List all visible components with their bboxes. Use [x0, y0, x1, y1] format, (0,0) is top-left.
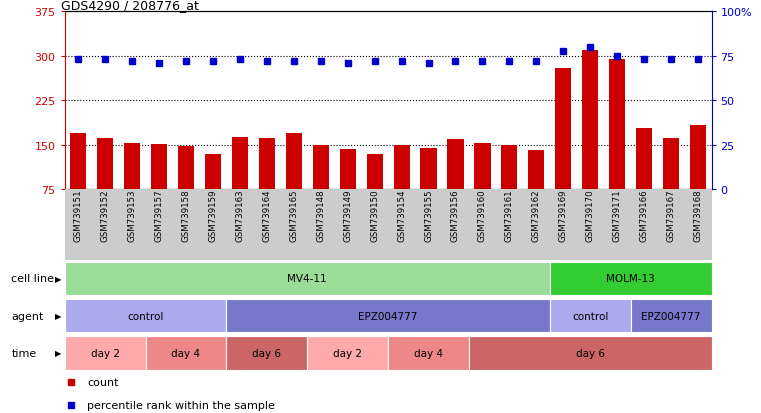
Bar — [663, 138, 679, 190]
Text: GDS4290 / 208776_at: GDS4290 / 208776_at — [62, 0, 199, 12]
Bar — [550, 299, 631, 333]
Bar — [259, 139, 275, 190]
Bar — [393, 146, 409, 190]
Bar — [556, 69, 572, 190]
Text: EPZ004777: EPZ004777 — [642, 311, 701, 321]
Bar — [65, 336, 145, 370]
Bar — [474, 144, 491, 190]
Text: MOLM-13: MOLM-13 — [607, 274, 655, 284]
Bar — [421, 149, 437, 190]
Text: day 4: day 4 — [414, 348, 443, 358]
Text: control: control — [127, 311, 164, 321]
Bar — [582, 51, 598, 190]
Text: percentile rank within the sample: percentile rank within the sample — [88, 400, 275, 410]
Bar — [313, 146, 329, 190]
Text: time: time — [11, 348, 37, 358]
Bar — [501, 146, 517, 190]
Bar — [227, 336, 307, 370]
Text: day 4: day 4 — [171, 348, 200, 358]
Bar — [528, 150, 544, 190]
Text: day 2: day 2 — [91, 348, 119, 358]
Text: control: control — [572, 311, 609, 321]
Bar — [65, 299, 227, 333]
Text: ▶: ▶ — [55, 349, 62, 358]
Text: EPZ004777: EPZ004777 — [358, 311, 418, 321]
Bar — [124, 144, 140, 190]
Text: cell line: cell line — [11, 274, 55, 284]
Bar — [70, 134, 86, 190]
Bar — [227, 299, 550, 333]
Text: ▶: ▶ — [55, 274, 62, 283]
Bar — [285, 134, 302, 190]
Bar — [339, 150, 356, 190]
Text: MV4-11: MV4-11 — [288, 274, 327, 284]
Bar — [97, 138, 113, 190]
Text: day 2: day 2 — [333, 348, 362, 358]
Text: day 6: day 6 — [253, 348, 282, 358]
Bar — [367, 154, 383, 190]
Bar — [178, 147, 194, 190]
Text: day 6: day 6 — [576, 348, 605, 358]
Bar — [388, 336, 469, 370]
Bar — [232, 138, 248, 190]
Bar — [690, 126, 706, 190]
Bar — [469, 336, 712, 370]
Bar — [609, 60, 626, 190]
Bar — [631, 299, 712, 333]
Text: ▶: ▶ — [55, 311, 62, 320]
Bar — [550, 262, 712, 296]
Bar — [151, 145, 167, 190]
Bar — [205, 154, 221, 190]
Text: agent: agent — [11, 311, 44, 321]
Bar — [447, 140, 463, 190]
Bar — [636, 129, 652, 190]
Bar — [65, 262, 550, 296]
Text: count: count — [88, 377, 119, 387]
Bar — [145, 336, 227, 370]
Bar — [307, 336, 388, 370]
